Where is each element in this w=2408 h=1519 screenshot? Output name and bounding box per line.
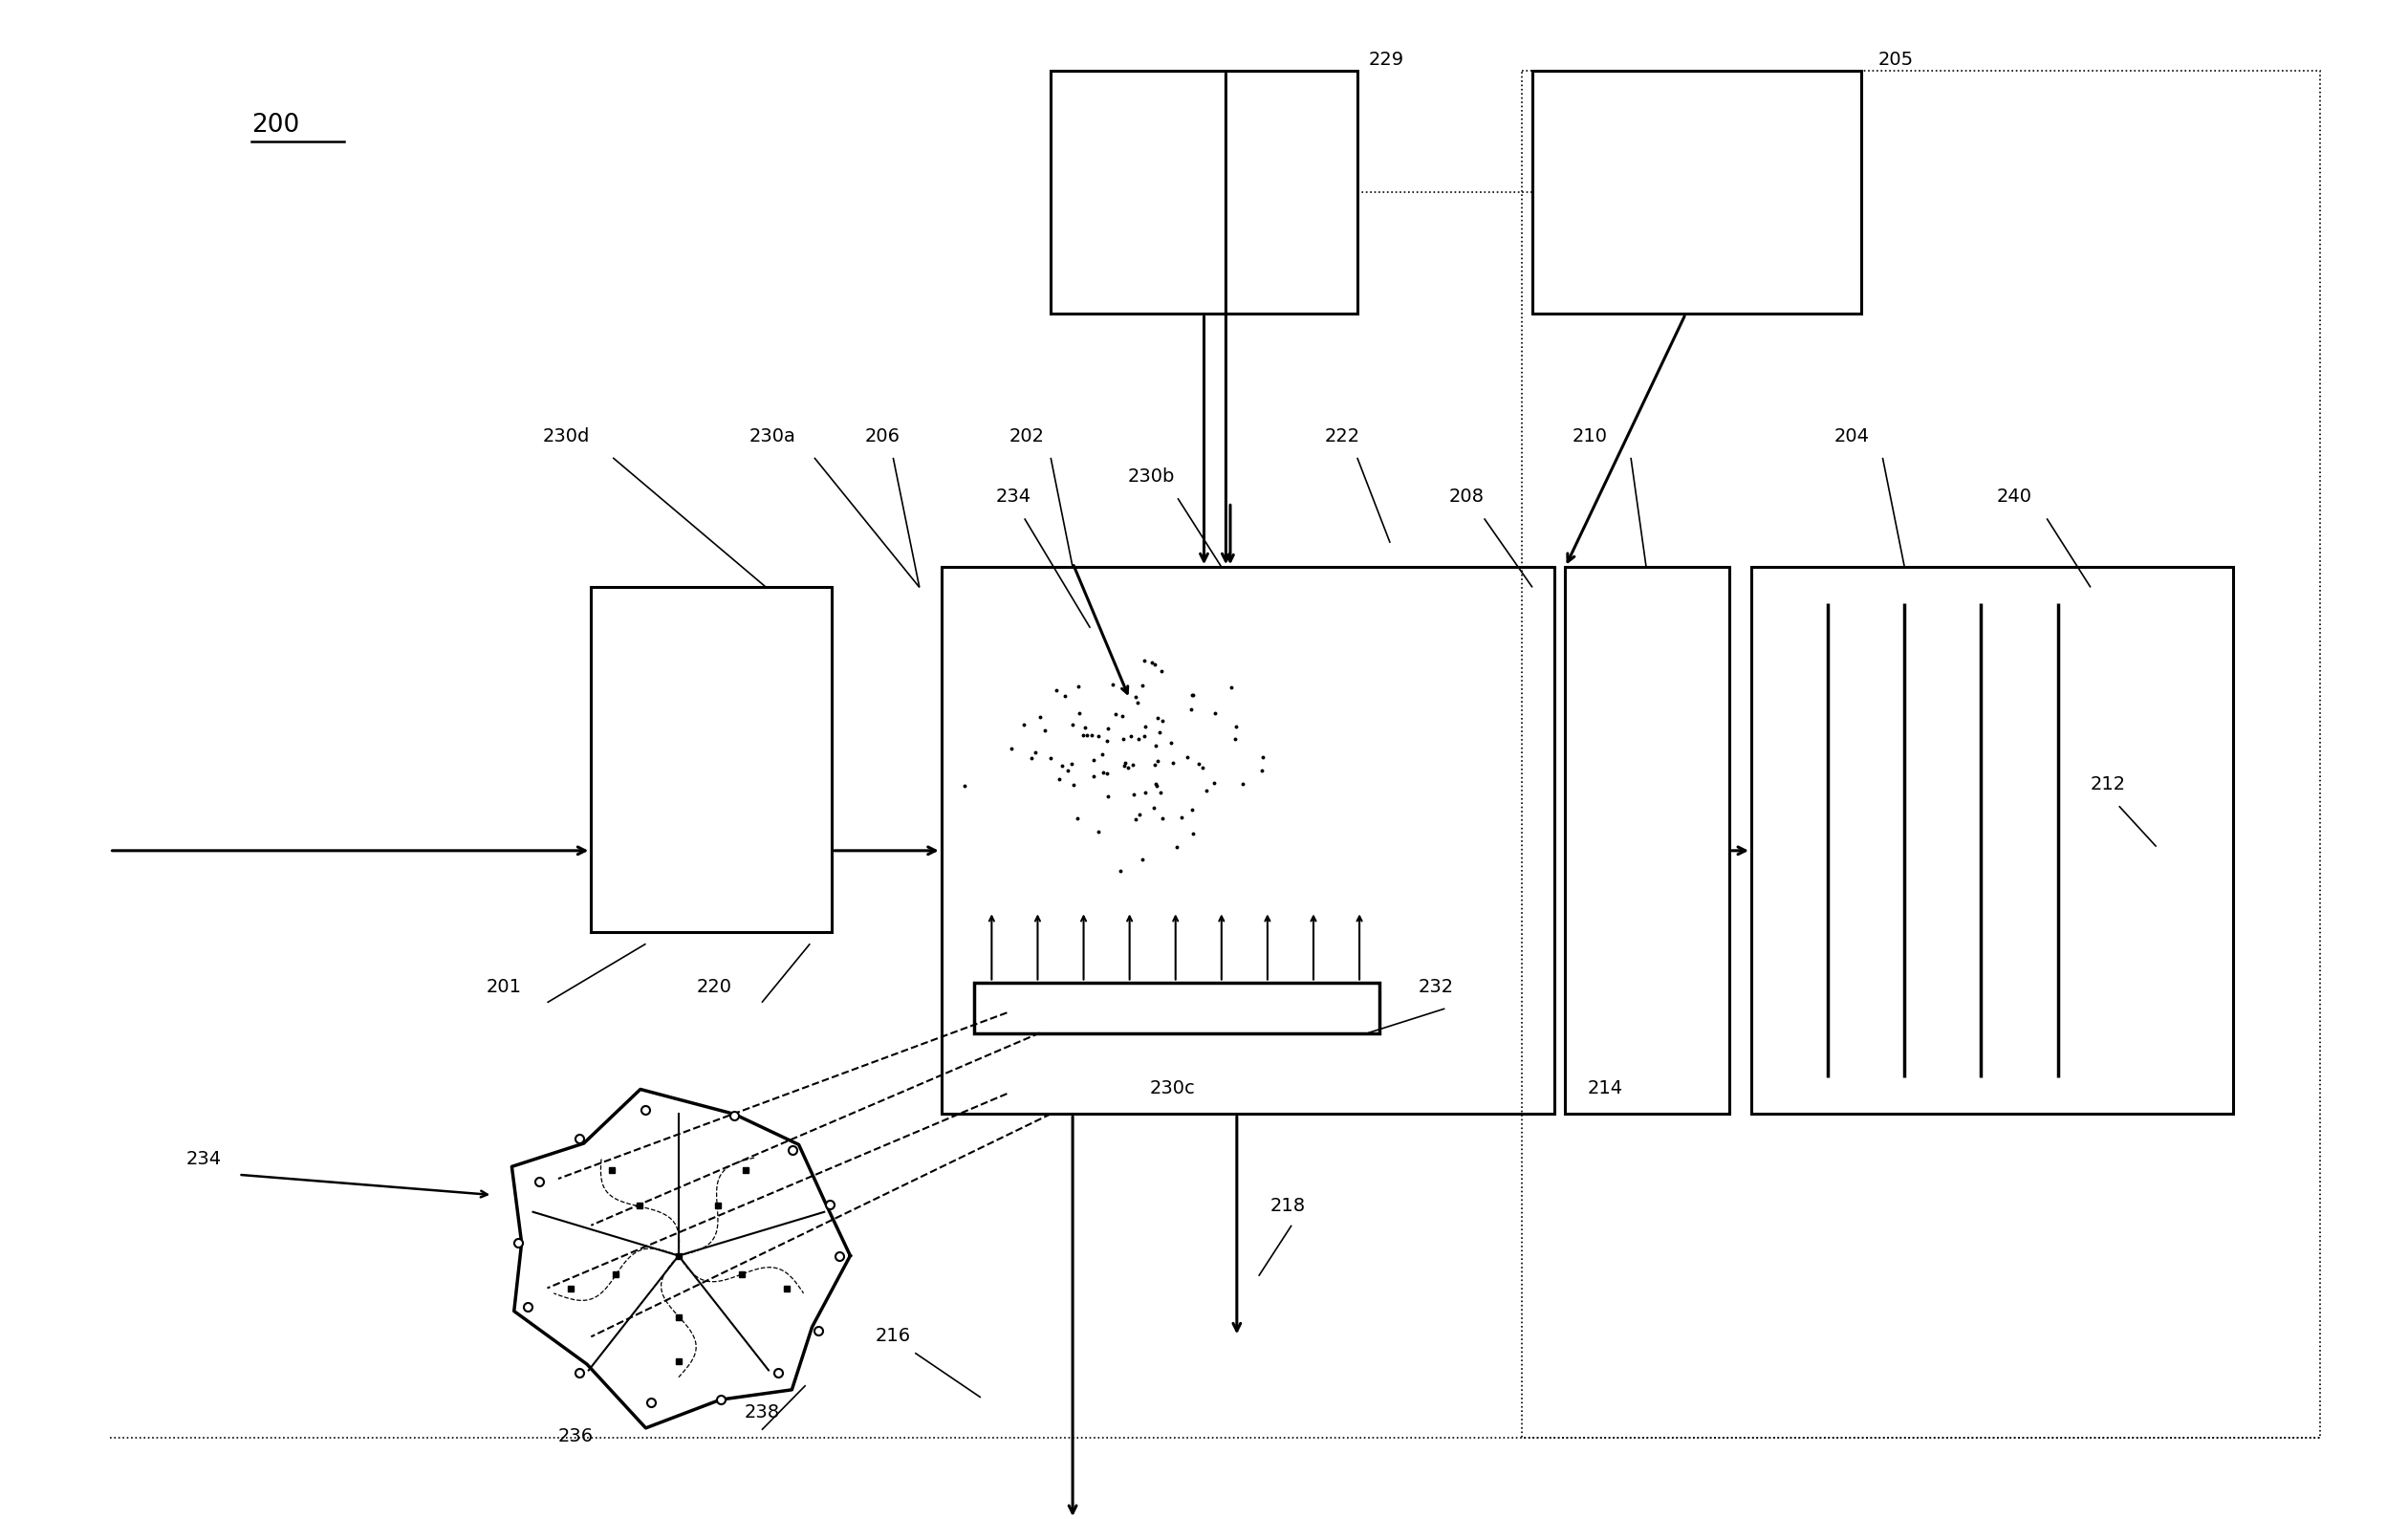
Bar — [1050, 71, 1358, 314]
Text: 222: 222 — [1324, 427, 1361, 445]
Text: 232: 232 — [1418, 978, 1454, 996]
Bar — [975, 983, 1380, 1033]
Text: 200: 200 — [253, 112, 299, 137]
Text: 236: 236 — [559, 1428, 595, 1446]
Text: 216: 216 — [877, 1326, 910, 1344]
Bar — [1751, 567, 2232, 1113]
Text: 234: 234 — [185, 1150, 222, 1168]
Text: 230b: 230b — [1127, 468, 1175, 486]
Text: 240: 240 — [1996, 488, 2032, 506]
Bar — [942, 567, 1553, 1113]
Bar — [1522, 71, 2321, 1438]
Text: 204: 204 — [1835, 427, 1871, 445]
Text: 201: 201 — [486, 978, 523, 996]
Text: 205: 205 — [1878, 50, 1914, 68]
Text: 230c: 230c — [1149, 1080, 1194, 1098]
Text: 234: 234 — [997, 488, 1031, 506]
Text: 212: 212 — [2090, 776, 2126, 794]
Text: 220: 220 — [696, 978, 732, 996]
Text: 229: 229 — [1368, 50, 1404, 68]
Text: 214: 214 — [1587, 1080, 1623, 1098]
Bar — [1565, 567, 1729, 1113]
Text: 208: 208 — [1450, 488, 1486, 506]
Text: 210: 210 — [1572, 427, 1606, 445]
Text: 206: 206 — [864, 427, 901, 445]
Text: 238: 238 — [744, 1404, 780, 1422]
Bar — [1531, 71, 1861, 314]
Text: 218: 218 — [1269, 1197, 1305, 1215]
Text: 230a: 230a — [749, 427, 795, 445]
Bar — [590, 588, 831, 931]
Text: 230d: 230d — [542, 427, 590, 445]
Text: 202: 202 — [1009, 427, 1045, 445]
